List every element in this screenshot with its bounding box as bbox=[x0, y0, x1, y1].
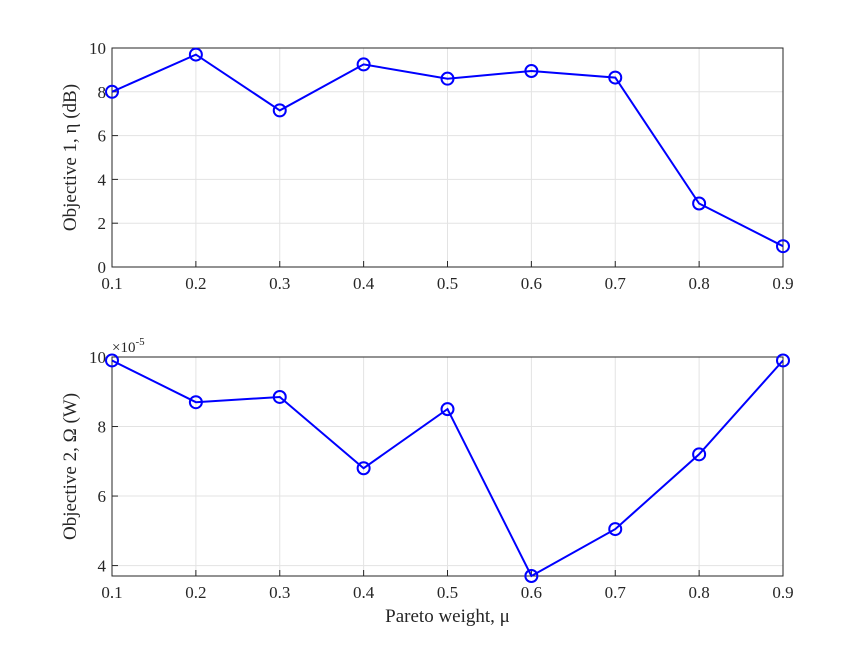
bottom-series bbox=[105, 353, 790, 583]
y-multiplier-base: ×10 bbox=[112, 340, 135, 356]
top-y-axis-label: Objective 1, η (dB) bbox=[60, 84, 81, 231]
bottom-x-tick-label: 0.3 bbox=[269, 583, 290, 602]
top-x-tick-label: 0.8 bbox=[689, 274, 710, 293]
top-y-tick-label: 8 bbox=[98, 83, 107, 102]
top-x-tick-label: 0.6 bbox=[521, 274, 542, 293]
top-x-tick-label: 0.9 bbox=[772, 274, 793, 293]
bottom-y-tick-label: 10 bbox=[89, 348, 106, 367]
top-x-tick-label: 0.7 bbox=[605, 274, 627, 293]
top-axes: 0.1 0.2 0.3 0.4 0.5 0.6 0.7 0.8 0.9 0 2 4 6 8 10 Obje… bbox=[60, 39, 794, 293]
bottom-data-point bbox=[105, 353, 119, 368]
y-multiplier-exponent: -5 bbox=[135, 336, 145, 348]
top-data-point bbox=[272, 103, 287, 118]
bottom-x-ticks: 0.1 0.2 0.3 0.4 0.5 0.6 0.7 0.8 0.9 bbox=[101, 570, 794, 602]
bottom-x-tick-label: 0.4 bbox=[353, 583, 375, 602]
bottom-y-ticks: 4 6 8 10 bbox=[89, 348, 118, 576]
bottom-x-tick-label: 0.8 bbox=[689, 583, 710, 602]
bottom-y-axis-label: Objective 2, Ω (W) bbox=[60, 393, 81, 540]
top-data-point bbox=[608, 70, 623, 85]
top-x-tick-label: 0.2 bbox=[185, 274, 206, 293]
bottom-y-tick-label: 8 bbox=[98, 418, 107, 437]
bottom-series-line bbox=[111, 359, 784, 578]
top-data-point bbox=[105, 84, 119, 99]
top-series bbox=[105, 47, 790, 254]
bottom-data-point bbox=[356, 461, 371, 476]
top-data-point bbox=[188, 47, 203, 62]
top-y-tick-label: 0 bbox=[98, 258, 107, 277]
top-y-tick-label: 10 bbox=[89, 39, 106, 58]
top-x-ticks: 0.1 0.2 0.3 0.4 0.5 0.6 0.7 0.8 0.9 bbox=[101, 261, 794, 293]
top-y-tick-label: 4 bbox=[98, 170, 107, 189]
top-y-tick-label: 6 bbox=[98, 127, 107, 146]
bottom-data-point bbox=[188, 395, 203, 410]
bottom-x-tick-label: 0.6 bbox=[521, 583, 542, 602]
bottom-x-tick-label: 0.2 bbox=[185, 583, 206, 602]
bottom-y-tick-label: 6 bbox=[98, 487, 107, 506]
bottom-x-axis-label: Pareto weight, μ bbox=[385, 606, 510, 627]
top-x-tick-label: 0.4 bbox=[353, 274, 375, 293]
top-data-point bbox=[692, 196, 707, 211]
top-y-ticks: 0 2 4 6 8 10 bbox=[89, 39, 118, 277]
top-x-tick-label: 0.1 bbox=[101, 274, 122, 293]
bottom-data-point bbox=[692, 447, 707, 462]
bottom-data-point bbox=[440, 402, 455, 417]
bottom-x-tick-label: 0.7 bbox=[605, 583, 627, 602]
bottom-x-tick-label: 0.5 bbox=[437, 583, 458, 602]
bottom-x-tick-label: 0.9 bbox=[772, 583, 793, 602]
bottom-data-point bbox=[608, 522, 623, 537]
bottom-y-tick-label: 4 bbox=[98, 557, 107, 576]
top-x-tick-label: 0.5 bbox=[437, 274, 458, 293]
top-data-point bbox=[776, 239, 790, 254]
y-multiplier: ×10-5 bbox=[112, 336, 145, 356]
bottom-data-point bbox=[524, 569, 539, 583]
top-y-tick-label: 2 bbox=[98, 214, 107, 233]
bottom-x-tick-label: 0.1 bbox=[101, 583, 122, 602]
top-x-tick-label: 0.3 bbox=[269, 274, 290, 293]
top-data-point bbox=[356, 57, 371, 72]
bottom-data-point bbox=[272, 389, 287, 404]
top-data-point bbox=[524, 63, 539, 78]
top-data-point bbox=[440, 71, 455, 86]
bottom-axes: 0.1 0.2 0.3 0.4 0.5 0.6 0.7 0.8 0.9 4 6 8 10 Object… bbox=[60, 336, 794, 627]
bottom-data-point bbox=[776, 353, 790, 368]
top-series-line bbox=[111, 53, 784, 248]
